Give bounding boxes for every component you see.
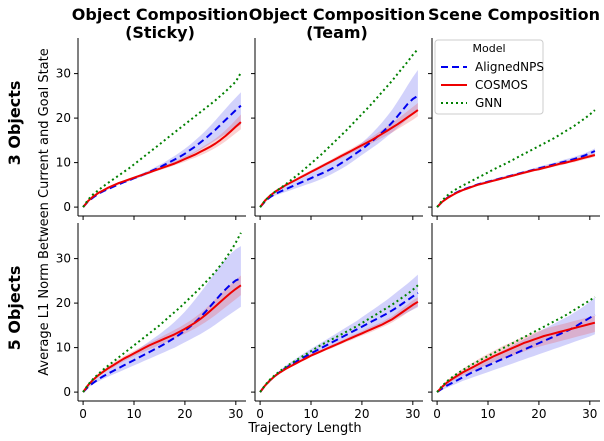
legend-title: Model: [472, 42, 505, 55]
x-tick-label: 30: [228, 407, 243, 421]
line-cosmos-3-objects-object-composition-team: [259, 109, 419, 208]
line-alignednps-3-objects-object-composition-sticky: [82, 104, 242, 208]
legend-box: [434, 39, 544, 115]
panel-axes-5-objects-object-composition-team: [251, 223, 423, 405]
axes: [74, 38, 600, 405]
y-tick-label: 20: [56, 111, 71, 125]
y-tick-label: 30: [56, 252, 71, 266]
band-cosmos-5-objects-scene-composition: [437, 315, 595, 393]
band-alignednps-3-objects-object-composition-sticky: [83, 92, 241, 208]
x-tick-label: 20: [177, 407, 192, 421]
line-alignednps-5-objects-object-composition-sticky: [82, 277, 242, 393]
labels: 0 10 20 30 0 10 20 30 0 10 20 30 0 10 20 30 0 10 20 30 Objec…: [5, 5, 600, 436]
band-cosmos-5-objects-object-composition-team: [260, 297, 418, 393]
band-alignednps-5-objects-scene-composition: [437, 297, 595, 393]
x-tick-label: 10: [480, 407, 495, 421]
legend: Model AlignedNPS COSMOS GNN: [434, 39, 544, 115]
line-alignednps-3-objects-object-composition-team: [259, 94, 419, 208]
row-title-3-objects: 3 Objects: [5, 81, 24, 166]
line-gnn-5-objects-object-composition-team: [259, 284, 419, 393]
y-tick-label: 0: [63, 200, 71, 214]
y-axis-label: Average L1 Norm Between Current and Goal…: [37, 48, 52, 375]
y-tick-label: 30: [56, 67, 71, 81]
legend-label-alignednps: AlignedNPS: [475, 60, 544, 74]
y-tick-label: 20: [56, 296, 71, 310]
band-alignednps-5-objects-object-composition-sticky: [83, 246, 241, 393]
column-title-scene-composition: Scene Composition: [428, 5, 600, 24]
x-tick-label: 10: [303, 407, 318, 421]
panel-axes-3-objects-scene-composition: [428, 38, 600, 220]
x-tick-label: 0: [256, 407, 264, 421]
column-title-object-composition-sticky: Object Composition (Sticky): [72, 5, 248, 42]
series-lines: [82, 48, 596, 393]
x-tick-label: 0: [79, 407, 87, 421]
band-alignednps-3-objects-scene-composition: [437, 148, 595, 208]
band-alignednps-5-objects-object-composition-team: [260, 274, 418, 393]
y-tick-label: 10: [56, 156, 71, 170]
y-tick-label: 10: [56, 341, 71, 355]
line-cosmos-5-objects-object-composition-team: [259, 300, 419, 393]
x-tick-label: 0: [433, 407, 441, 421]
line-cosmos-5-objects-object-composition-sticky: [82, 284, 242, 393]
line-cosmos-5-objects-scene-composition: [436, 321, 596, 393]
panel-axes-3-objects-object-composition-team: [251, 38, 423, 220]
legend-label-gnn: GNN: [475, 96, 502, 110]
y-tick-label: 0: [63, 385, 71, 399]
band-cosmos-3-objects-object-composition-team: [260, 103, 418, 208]
line-alignednps-3-objects-scene-composition: [436, 150, 596, 208]
column-title-object-composition-team: Object Composition (Team): [249, 5, 425, 42]
x-tick-label: 20: [531, 407, 546, 421]
x-tick-label: 10: [126, 407, 141, 421]
panel-axes-5-objects-scene-composition: [428, 223, 600, 405]
band-alignednps-3-objects-object-composition-team: [260, 70, 418, 208]
panel-axes-5-objects-object-composition-sticky: [74, 223, 246, 405]
x-tick-label: 20: [354, 407, 369, 421]
panel-axes-3-objects-object-composition-sticky: [74, 38, 246, 220]
x-axis-label: Trajectory Length: [247, 421, 361, 436]
line-cosmos-3-objects-object-composition-sticky: [82, 121, 242, 208]
line-gnn-3-objects-object-composition-sticky: [82, 72, 242, 208]
x-tick-label: 30: [582, 407, 597, 421]
row-title-5-objects: 5 Objects: [5, 266, 24, 351]
x-tick-label: 30: [405, 407, 420, 421]
line-gnn-3-objects-object-composition-team: [259, 48, 419, 208]
line-gnn-5-objects-object-composition-sticky: [82, 232, 242, 393]
legend-label-cosmos: COSMOS: [475, 78, 528, 92]
line-cosmos-3-objects-scene-composition: [436, 154, 596, 208]
